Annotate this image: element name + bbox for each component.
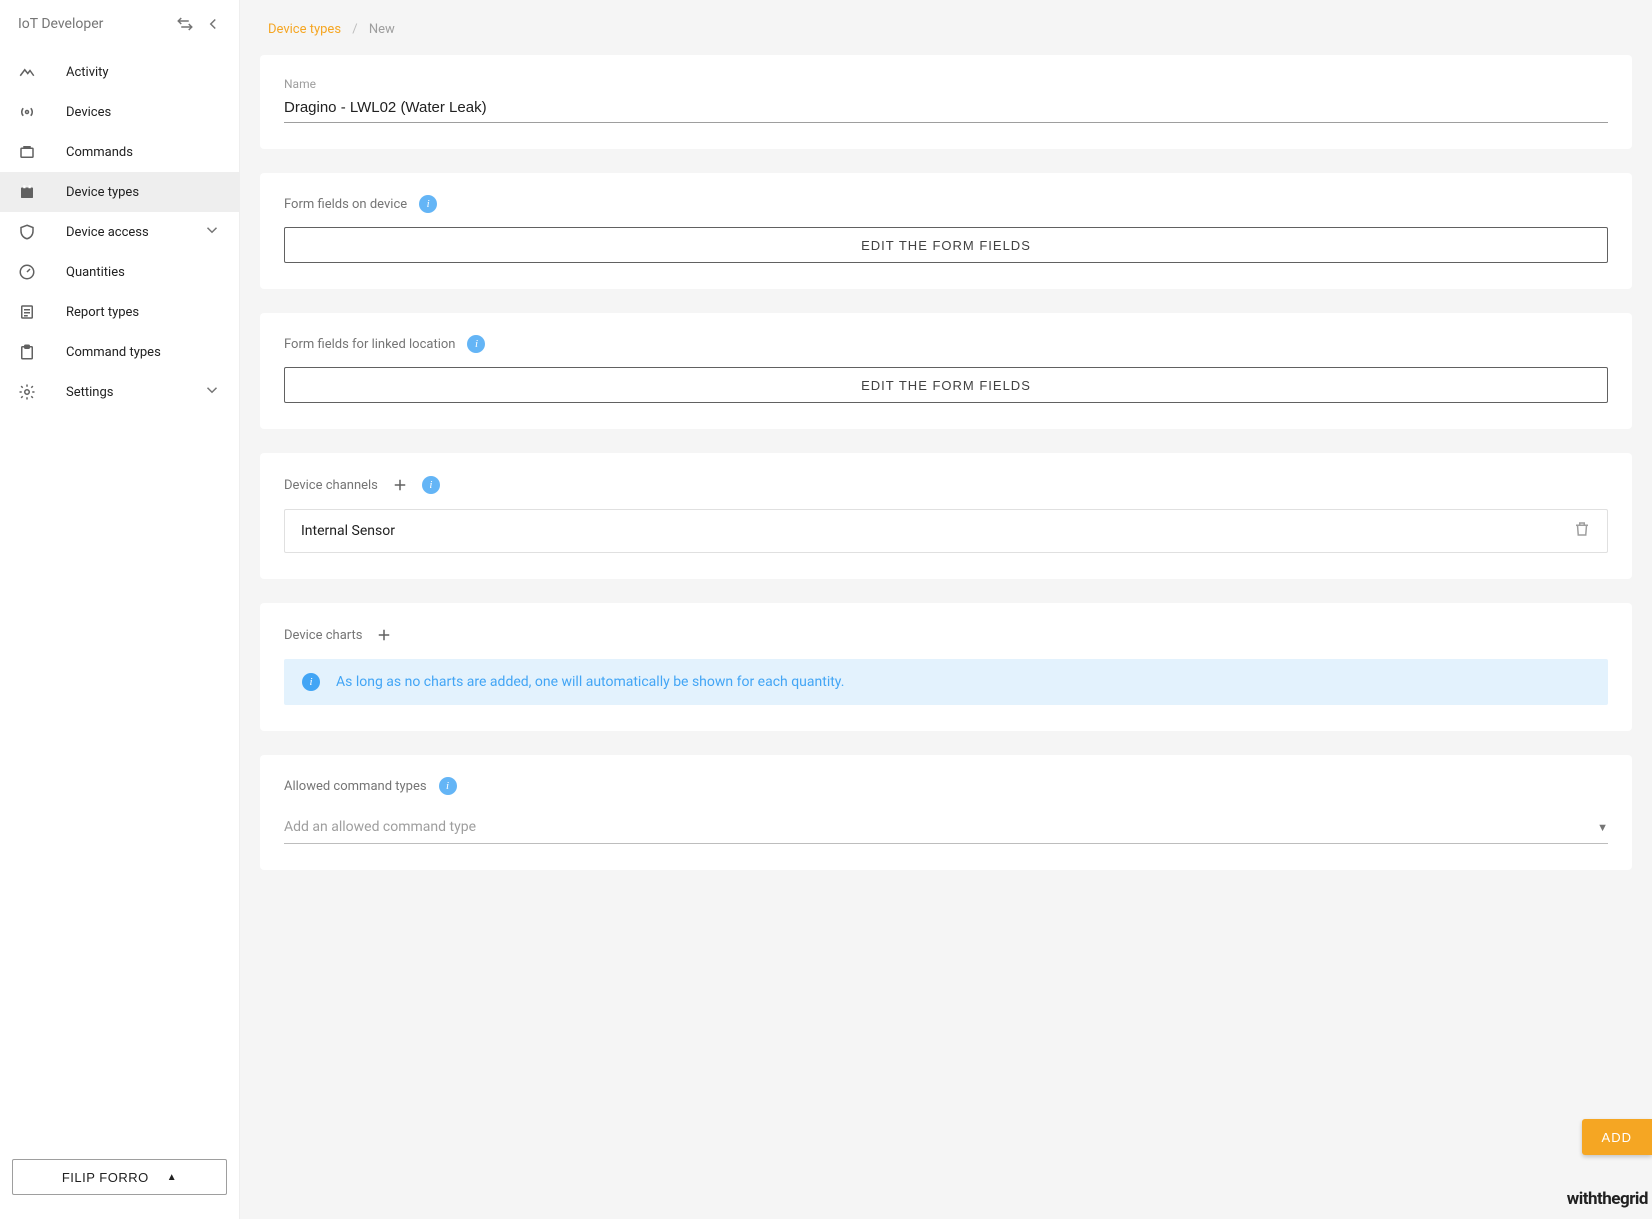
shield-icon — [18, 223, 38, 241]
chevron-down-icon — [203, 221, 221, 243]
edit-location-fields-button[interactable]: EDIT THE FORM FIELDS — [284, 367, 1608, 403]
channels-card: Device channels i Internal Sensor — [260, 453, 1632, 579]
command-types-card: Allowed command types i Add an allowed c… — [260, 755, 1632, 870]
nav-label: Report types — [66, 305, 139, 320]
nav-report-types[interactable]: Report types — [0, 292, 239, 332]
breadcrumb-separator: / — [352, 22, 357, 37]
activity-icon — [18, 63, 38, 81]
breadcrumb-root[interactable]: Device types — [268, 22, 341, 37]
info-icon: i — [302, 673, 320, 691]
charts-info-banner: i As long as no charts are added, one wi… — [284, 659, 1608, 705]
channels-label: Device channels — [284, 478, 378, 493]
nav-commands[interactable]: Commands — [0, 132, 239, 172]
info-icon[interactable]: i — [439, 777, 457, 795]
clipboard-icon — [18, 343, 38, 361]
nav-label: Activity — [66, 65, 109, 80]
location-fields-label: Form fields for linked location — [284, 337, 455, 352]
edit-device-fields-button[interactable]: EDIT THE FORM FIELDS — [284, 227, 1608, 263]
add-channel-button[interactable] — [390, 475, 410, 495]
main-content: Device types / New Name Form fields on d… — [240, 0, 1652, 1219]
device-fields-card: Form fields on device i EDIT THE FORM FI… — [260, 173, 1632, 289]
name-label: Name — [284, 77, 1608, 91]
sidebar-header: IoT Developer — [0, 0, 239, 48]
location-fields-card: Form fields for linked location i EDIT T… — [260, 313, 1632, 429]
nav-devices[interactable]: Devices — [0, 92, 239, 132]
nav-device-access[interactable]: Device access — [0, 212, 239, 252]
info-icon[interactable]: i — [422, 476, 440, 494]
command-types-placeholder: Add an allowed command type — [284, 819, 476, 835]
swap-icon[interactable] — [171, 10, 199, 38]
chevron-down-icon — [203, 381, 221, 403]
gauge-icon — [18, 263, 38, 281]
gear-icon — [18, 383, 38, 401]
nav-label: Quantities — [66, 265, 125, 280]
name-card: Name — [260, 55, 1632, 149]
dropdown-icon: ▼ — [1597, 821, 1608, 834]
delete-channel-button[interactable] — [1573, 520, 1591, 542]
charts-card: Device charts i As long as no charts are… — [260, 603, 1632, 731]
nav: Activity Devices Commands Device types D… — [0, 48, 239, 1143]
command-types-label: Allowed command types — [284, 779, 427, 794]
nav-command-types[interactable]: Command types — [0, 332, 239, 372]
nav-label: Device access — [66, 225, 149, 240]
charts-label: Device charts — [284, 628, 362, 643]
user-menu-button[interactable]: FILIP FORRO ▲ — [12, 1159, 227, 1195]
info-icon[interactable]: i — [419, 195, 437, 213]
nav-label: Devices — [66, 105, 111, 120]
user-name: FILIP FORRO — [62, 1170, 149, 1185]
brand-logo: withthegrid — [1567, 1189, 1648, 1209]
nav-label: Command types — [66, 345, 161, 360]
nav-label: Commands — [66, 145, 133, 160]
info-icon[interactable]: i — [467, 335, 485, 353]
nav-quantities[interactable]: Quantities — [0, 252, 239, 292]
nav-label: Device types — [66, 185, 139, 200]
charts-info-text: As long as no charts are added, one will… — [336, 674, 844, 690]
app-title: IoT Developer — [18, 16, 171, 32]
nav-label: Settings — [66, 385, 113, 400]
nav-device-types[interactable]: Device types — [0, 172, 239, 212]
nav-settings[interactable]: Settings — [0, 372, 239, 412]
sidebar: IoT Developer Activity Devices Commands — [0, 0, 240, 1219]
devices-icon — [18, 103, 38, 121]
collapse-sidebar-icon[interactable] — [199, 10, 227, 38]
device-types-icon — [18, 183, 38, 201]
channel-name: Internal Sensor — [301, 523, 395, 539]
device-fields-label: Form fields on device — [284, 197, 407, 212]
breadcrumb-current: New — [369, 22, 395, 37]
triangle-up-icon: ▲ — [167, 1172, 177, 1183]
commands-icon — [18, 143, 38, 161]
breadcrumb: Device types / New — [240, 0, 1652, 55]
command-types-select[interactable]: Add an allowed command type ▼ — [284, 809, 1608, 844]
sidebar-footer: FILIP FORRO ▲ — [0, 1143, 239, 1219]
report-icon — [18, 303, 38, 321]
name-input[interactable] — [284, 95, 1608, 123]
channel-row[interactable]: Internal Sensor — [284, 509, 1608, 553]
add-chart-button[interactable] — [374, 625, 394, 645]
nav-activity[interactable]: Activity — [0, 52, 239, 92]
add-button[interactable]: ADD — [1582, 1119, 1652, 1155]
